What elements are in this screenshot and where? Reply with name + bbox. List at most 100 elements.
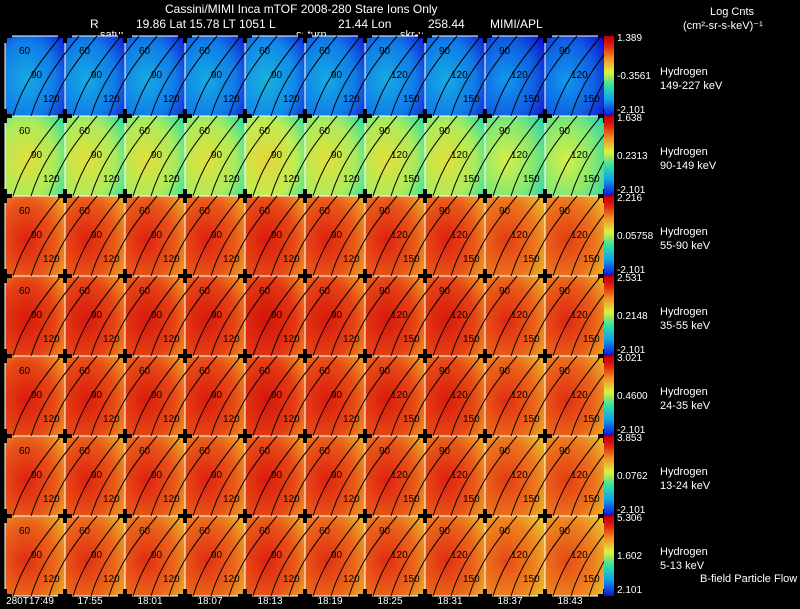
contour-line (348, 275, 398, 357)
grid-cross-marker (238, 349, 252, 363)
contour-label: 60 (199, 206, 211, 217)
contour-label: 90 (271, 70, 283, 81)
contour-label: 120 (163, 574, 180, 585)
contour-line (90, 195, 140, 277)
contour-label: 120 (343, 94, 360, 105)
contour-line (432, 115, 482, 197)
contour-label: 120 (571, 70, 588, 81)
contour-label: 90 (499, 286, 511, 297)
image-tile (244, 515, 306, 597)
contour-label: 60 (19, 206, 31, 217)
contour-label: 60 (199, 526, 211, 537)
contour-line (312, 35, 362, 117)
grid-cross-marker (58, 109, 72, 123)
row-energy-label: 13-24 keV (660, 480, 711, 492)
contour-line (228, 355, 278, 437)
time-tick-label: 18:25 (377, 596, 403, 607)
contour-label: 120 (343, 254, 360, 265)
contour-label: 90 (331, 70, 343, 81)
image-tile (184, 435, 246, 517)
image-tile (484, 195, 546, 277)
grid-cross-marker (298, 29, 312, 43)
contour-label: 60 (199, 446, 211, 457)
time-tick-label: 18:37 (497, 596, 523, 607)
image-tile (4, 355, 66, 437)
grid-cross-marker (418, 349, 432, 363)
contour-line (72, 355, 122, 437)
contour-label: 150 (523, 94, 540, 105)
contour-label: 60 (19, 126, 31, 137)
contour-label: 120 (511, 70, 528, 81)
contour-line (210, 515, 260, 597)
contour-label: 60 (79, 206, 91, 217)
contour-label: 60 (139, 206, 151, 217)
contour-line (12, 435, 62, 517)
contour-label: 90 (271, 230, 283, 241)
grid-cross-marker (418, 589, 432, 603)
grid-cross-marker (238, 269, 252, 283)
contour-label: 120 (283, 574, 300, 585)
contour-line (390, 515, 440, 597)
contour-line (12, 275, 62, 357)
image-tile (184, 515, 246, 597)
contour-label: 60 (259, 366, 271, 377)
contour-line (108, 35, 158, 117)
grid-cross-marker (238, 109, 252, 123)
contour-line (408, 435, 458, 517)
contour-label: 120 (511, 390, 528, 401)
grid-cross-marker (178, 349, 192, 363)
contour-label: 60 (19, 526, 31, 537)
contour-line (252, 35, 302, 117)
contour-line (330, 275, 380, 357)
contour-line (252, 115, 302, 197)
image-tile (304, 435, 366, 517)
contour-line (150, 35, 200, 117)
contour-label: 120 (451, 550, 468, 561)
colorbar-min-label: -2.101 (617, 265, 646, 276)
contour-line (492, 195, 542, 277)
contour-label: 120 (343, 334, 360, 345)
contour-label: 60 (319, 286, 331, 297)
header-lat-lt-l: 19.86 Lat 15.78 LT 1051 L (136, 17, 276, 31)
contour-line (150, 115, 200, 197)
contour-label: 150 (583, 574, 600, 585)
contour-label: 90 (91, 470, 103, 481)
contour-label: 90 (559, 286, 571, 297)
grid-cross-marker (58, 349, 72, 363)
row-species-label: Hydrogen (660, 546, 708, 558)
contour-label: 90 (211, 310, 223, 321)
grid-cross-marker (238, 429, 252, 443)
contour-line (192, 355, 242, 437)
contour-label: 90 (499, 526, 511, 537)
contour-line (330, 35, 380, 117)
time-tick-label: 17:55 (77, 596, 103, 607)
contour-line (330, 355, 380, 437)
grid-cross-marker (118, 29, 132, 43)
contour-label: 90 (151, 550, 163, 561)
contour-label: 150 (403, 494, 420, 505)
contour-line (210, 115, 260, 197)
contour-line (348, 355, 398, 437)
colorbar-max-label: 2.531 (617, 273, 643, 284)
grid-cross-marker (0, 509, 12, 523)
image-tile (64, 355, 126, 437)
contour-label: 120 (223, 574, 240, 585)
row-species-label: Hydrogen (660, 66, 708, 78)
contour-label: 120 (391, 70, 408, 81)
grid-cross-marker (538, 589, 552, 603)
contour-label: 90 (559, 126, 571, 137)
contour-line (408, 35, 458, 117)
contour-line (372, 35, 422, 117)
contour-line (150, 355, 200, 437)
contour-line (270, 115, 320, 197)
contour-line (528, 275, 578, 357)
contour-label: 90 (439, 46, 451, 57)
contour-label: 120 (43, 574, 60, 585)
grid-cross-marker (418, 29, 432, 43)
contour-line (192, 435, 242, 517)
contour-label: 120 (43, 254, 60, 265)
row-energy-label: 35-55 keV (660, 320, 711, 332)
image-tile (484, 35, 546, 117)
contour-line (228, 35, 278, 117)
contour-label: 90 (271, 150, 283, 161)
